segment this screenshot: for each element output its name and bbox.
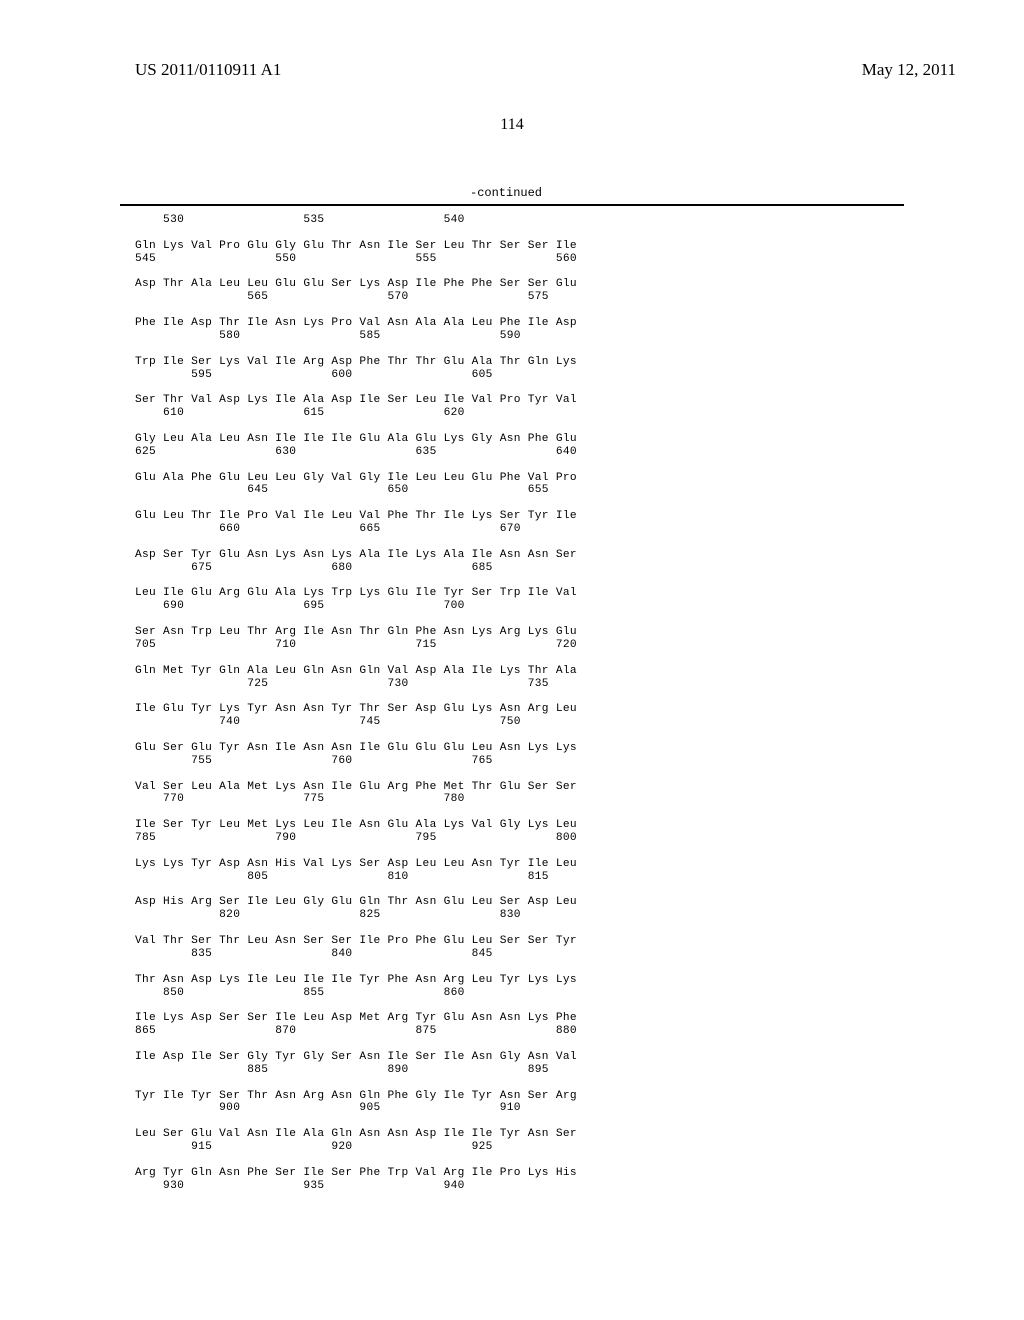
patent-number: US 2011/0110911 A1 — [135, 60, 281, 80]
page-number: 114 — [0, 116, 1024, 134]
patent-header: US 2011/0110911 A1 May 12, 2011 — [0, 0, 1024, 80]
patent-date: May 12, 2011 — [862, 60, 956, 80]
sequence-listing: 530 535 540 Gln Lys Val Pro Glu Gly Glu … — [0, 206, 1024, 1193]
continued-label: -continued — [0, 186, 1024, 200]
